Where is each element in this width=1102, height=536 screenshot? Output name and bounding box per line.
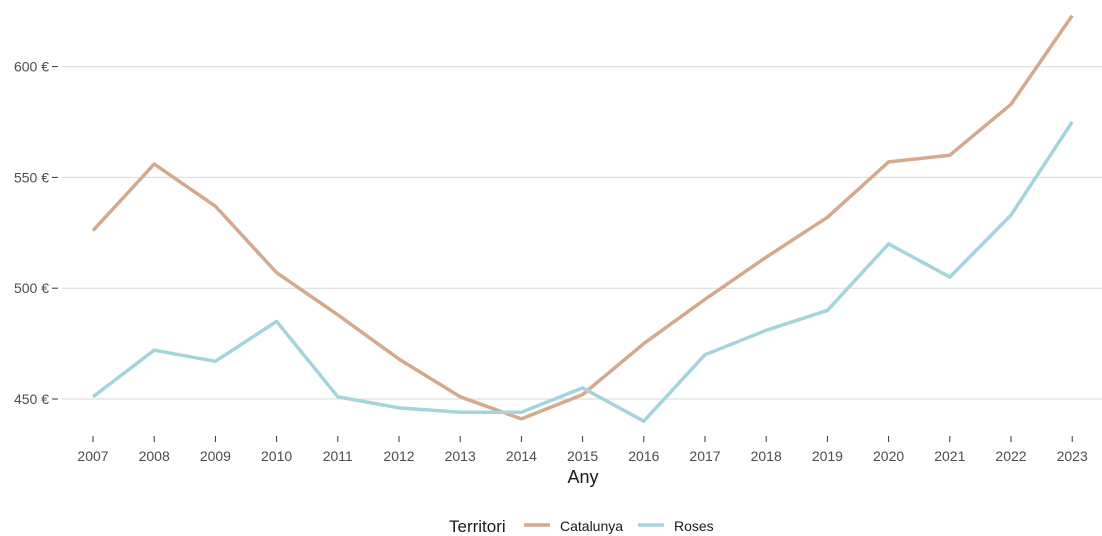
- data-point: [580, 385, 585, 390]
- data-point: [274, 319, 279, 324]
- data-point: [947, 153, 952, 158]
- x-axis-title: Any: [567, 467, 598, 487]
- grid-lines: [62, 66, 1102, 400]
- x-tick-label: 2011: [323, 448, 353, 464]
- data-point: [886, 241, 891, 246]
- data-point: [1009, 102, 1014, 107]
- data-point: [519, 416, 524, 421]
- series-line-catalunya: [91, 14, 1074, 421]
- data-point: [641, 341, 646, 346]
- data-point: [213, 359, 218, 364]
- data-point: [764, 328, 769, 333]
- data-point: [458, 410, 463, 415]
- y-tick-label: 600 €: [14, 59, 49, 75]
- data-point: [458, 394, 463, 399]
- x-tick-label: 2015: [567, 448, 598, 464]
- x-tick-label: 2022: [995, 448, 1026, 464]
- series-line-roses: [91, 121, 1074, 423]
- data-point: [1009, 213, 1014, 218]
- series-lines: [91, 13, 1075, 424]
- x-tick-label: 2020: [873, 448, 904, 464]
- data-point: [213, 204, 218, 209]
- x-tick-label: 2018: [751, 448, 782, 464]
- data-point: [764, 255, 769, 260]
- x-tick-label: 2012: [383, 448, 414, 464]
- data-point: [335, 394, 340, 399]
- y-axis: 450 € 500 € 550 € 600 €: [14, 59, 58, 407]
- legend-title: Territori: [449, 517, 506, 536]
- data-point: [825, 215, 830, 220]
- legend-label-roses: Roses: [674, 518, 714, 534]
- data-point: [274, 270, 279, 275]
- y-tick-label: 500 €: [14, 280, 49, 296]
- x-tick-label: 2010: [261, 448, 292, 464]
- x-tick-label: 2016: [628, 448, 659, 464]
- data-point: [886, 159, 891, 164]
- data-point: [703, 297, 708, 302]
- data-point: [397, 405, 402, 410]
- data-point: [91, 228, 96, 233]
- data-point: [703, 352, 708, 357]
- data-point: [335, 312, 340, 317]
- data-point: [825, 308, 830, 313]
- x-tick-label: 2013: [445, 448, 476, 464]
- x-tick-label: 2019: [812, 448, 843, 464]
- data-point: [641, 419, 646, 424]
- x-tick-label: 2014: [506, 448, 537, 464]
- x-tick-label: 2021: [934, 448, 965, 464]
- data-point: [152, 348, 157, 353]
- data-point: [519, 410, 524, 415]
- data-point: [152, 162, 157, 167]
- legend-label-catalunya: Catalunya: [560, 518, 623, 534]
- legend: Territori Catalunya Roses: [449, 517, 714, 536]
- y-tick-label: 550 €: [14, 169, 49, 185]
- data-point: [1070, 120, 1075, 125]
- x-tick-label: 2008: [139, 448, 170, 464]
- data-point: [580, 392, 585, 397]
- y-tick-label: 450 €: [14, 391, 49, 407]
- x-tick-label: 2023: [1057, 448, 1088, 464]
- data-point: [91, 394, 96, 399]
- x-tick-label: 2009: [200, 448, 231, 464]
- data-point: [1070, 13, 1075, 18]
- x-tick-label: 2017: [689, 448, 720, 464]
- data-point: [947, 275, 952, 280]
- x-axis: 2007 2008 2009 2010 2011 2012 2013 2014 2015 2016…: [77, 436, 1088, 464]
- data-point: [397, 357, 402, 362]
- x-tick-label: 2007: [77, 448, 108, 464]
